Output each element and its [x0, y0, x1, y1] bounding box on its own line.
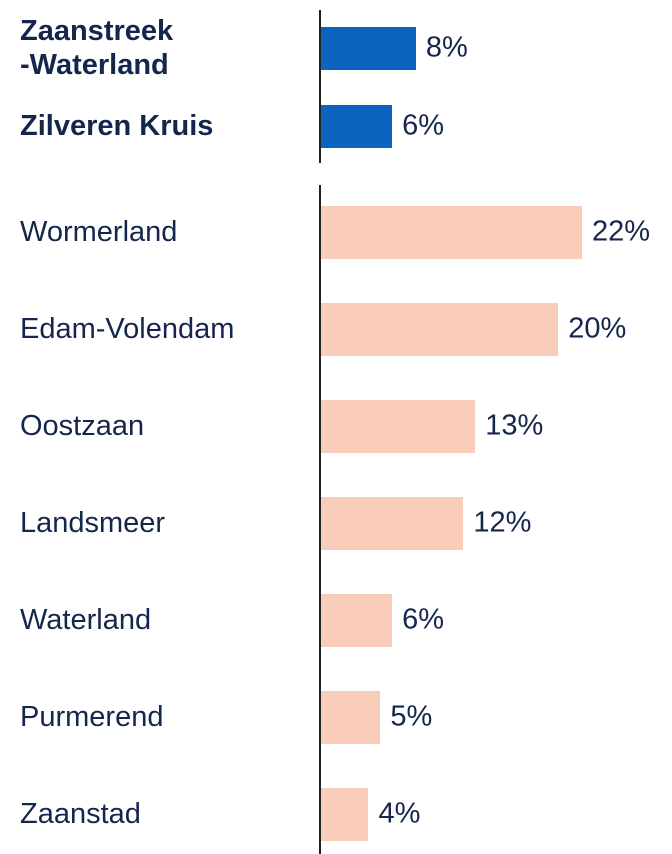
bar: [321, 205, 582, 259]
bar: [321, 496, 464, 550]
category-label: Zaanstreek -Waterland: [20, 15, 174, 81]
category-label: Landsmeer: [20, 507, 166, 539]
value-label: 12%: [473, 506, 532, 539]
value-label: 4%: [378, 797, 421, 830]
value-label: 8%: [425, 31, 468, 64]
axis-line: [319, 10, 321, 163]
category-label: Wormerland: [20, 216, 178, 248]
category-label: Zaanstad: [20, 798, 141, 830]
bar: [321, 26, 416, 70]
category-label: Purmerend: [20, 701, 164, 733]
value-label: 20%: [568, 312, 627, 345]
category-label: Edam-Volendam: [20, 313, 235, 345]
value-label: 6%: [402, 603, 445, 636]
value-label: 22%: [592, 215, 651, 248]
category-label: Waterland: [20, 604, 152, 636]
bar: [321, 399, 476, 453]
bar: [321, 104, 393, 148]
value-label: 6%: [402, 109, 445, 142]
bar: [321, 593, 393, 647]
value-label: 13%: [485, 409, 544, 442]
category-label: Oostzaan: [20, 410, 145, 442]
category-label: Zilveren Kruis: [20, 110, 214, 142]
axis-line: [319, 185, 321, 854]
bar: [321, 787, 369, 841]
bar: [321, 690, 381, 744]
value-label: 5%: [390, 700, 433, 733]
bar: [321, 302, 559, 356]
